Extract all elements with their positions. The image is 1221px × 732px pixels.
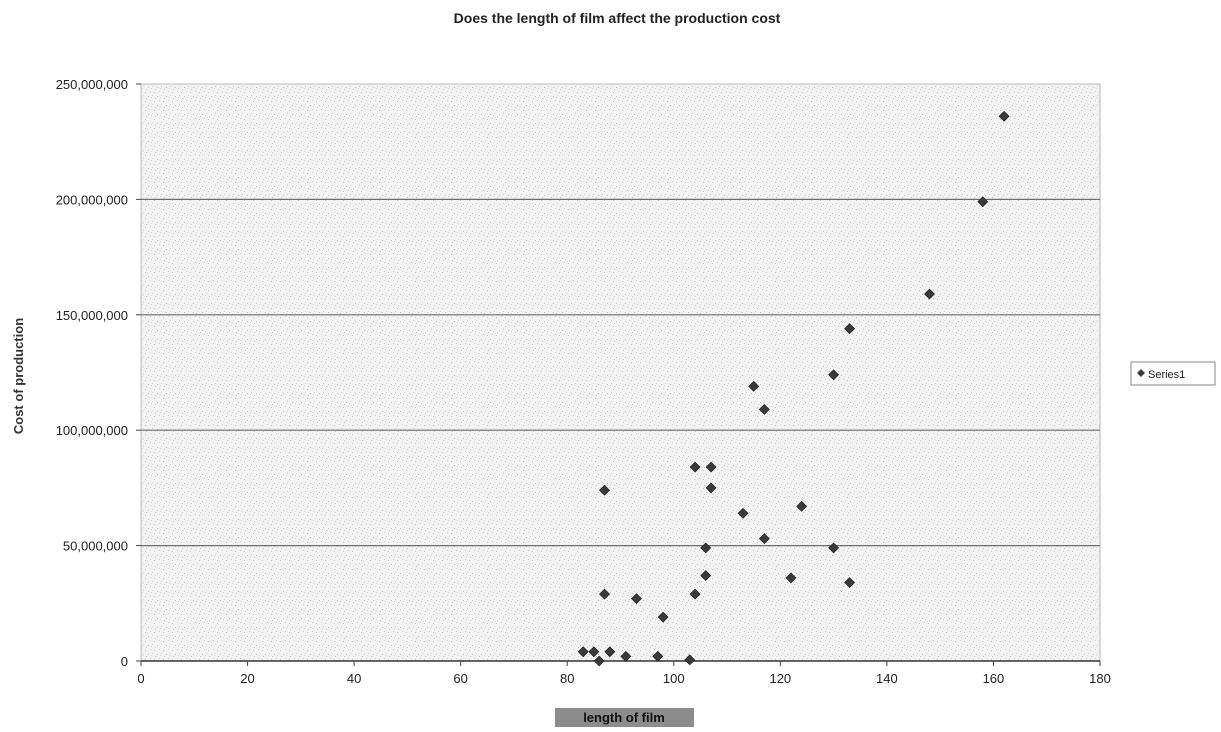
- data-point: [631, 593, 642, 605]
- legend-box: [1130, 361, 1216, 386]
- data-point: [796, 500, 808, 512]
- data-point: [700, 542, 712, 554]
- plot-area: [140, 83, 1101, 662]
- data-point: [844, 577, 856, 588]
- x-tick-label: 20: [240, 671, 254, 686]
- data-point: [705, 482, 717, 494]
- gridlines: [141, 198, 1100, 547]
- series1-points: [577, 110, 1010, 667]
- y-tick-label: 200,000,000: [56, 192, 128, 207]
- data-point: [599, 484, 610, 496]
- data-point: [737, 507, 749, 519]
- chart-title: Does the length of film affect the produ…: [454, 10, 781, 26]
- data-point: [652, 650, 664, 662]
- x-tick-label: 0: [137, 671, 144, 686]
- y-tick-label: 50,000,000: [63, 539, 128, 554]
- y-tick-label: 100,000,000: [56, 423, 128, 438]
- x-tick-label: 140: [876, 671, 898, 686]
- x-axis-label: length of film: [583, 710, 665, 725]
- y-tick-label: 0: [121, 654, 128, 669]
- data-point: [700, 570, 712, 582]
- data-point: [588, 646, 600, 658]
- data-point: [998, 110, 1010, 122]
- data-point: [657, 611, 669, 623]
- data-point: [758, 533, 770, 545]
- data-point: [689, 461, 701, 473]
- legend-label-series1: Series1: [1148, 369, 1185, 381]
- data-point: [828, 369, 840, 381]
- data-point: [577, 646, 589, 658]
- y-tick-label: 250,000,000: [56, 77, 128, 92]
- x-tick-label: 80: [560, 671, 574, 686]
- data-point: [593, 655, 605, 667]
- x-tick-label: 180: [1089, 671, 1111, 686]
- data-point: [785, 572, 797, 584]
- data-point: [828, 542, 840, 554]
- legend-marker-diamond-icon: [1137, 369, 1145, 377]
- data-point: [924, 288, 935, 300]
- data-point: [684, 654, 696, 666]
- x-tick-label: 100: [663, 671, 685, 686]
- data-point: [599, 588, 610, 600]
- data-point: [758, 404, 770, 415]
- data-point: [604, 646, 616, 658]
- data-point: [977, 196, 989, 208]
- y-tick-label: 150,000,000: [56, 308, 128, 323]
- data-point: [705, 461, 717, 473]
- x-axis-label-background: [555, 708, 694, 727]
- x-tick-label: 60: [453, 671, 467, 686]
- y-axis-label: Cost of production: [11, 318, 26, 434]
- axes: 0 50,000,000 100,000,000 150,000,000 200,000…: [56, 77, 1111, 686]
- data-point: [689, 588, 701, 600]
- data-point: [620, 650, 632, 662]
- data-point: [844, 323, 856, 335]
- legend: Series1: [1130, 361, 1216, 386]
- x-tick-label: 40: [347, 671, 361, 686]
- x-tick-label: 120: [769, 671, 791, 686]
- x-tick-label: 160: [983, 671, 1005, 686]
- data-point: [748, 380, 760, 392]
